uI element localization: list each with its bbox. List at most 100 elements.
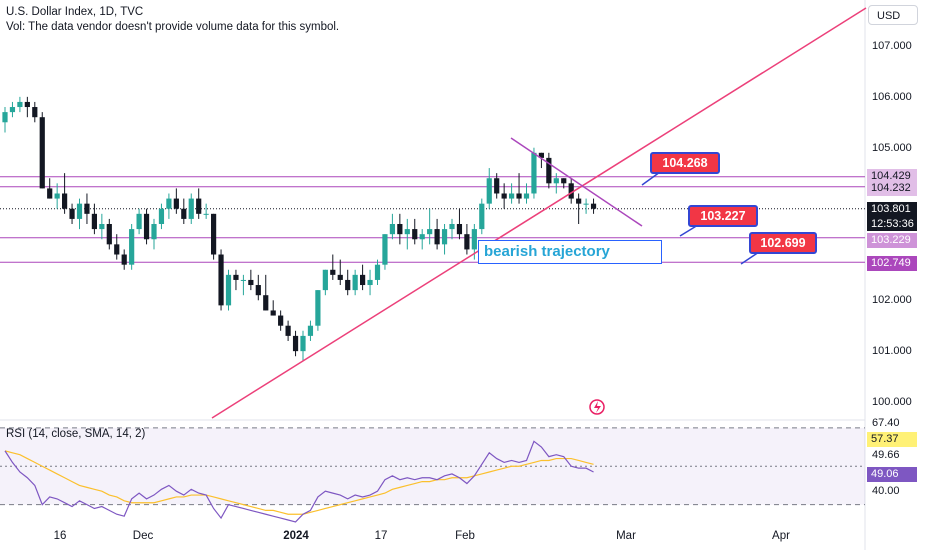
symbol-title: U.S. Dollar Index, 1D, TVC: [6, 6, 144, 18]
level-callout[interactable]: 102.699: [749, 232, 817, 254]
candle-body: [315, 290, 321, 326]
candle-body: [590, 203, 597, 209]
candle-body: [486, 178, 492, 204]
candle-body: [166, 198, 172, 209]
time-tick: Apr: [772, 530, 790, 542]
lightning-icon: [589, 399, 605, 415]
time-tick: 17: [374, 530, 388, 542]
candle-body: [471, 229, 477, 250]
volume-note: Vol: The data vendor doesn't provide vol…: [6, 21, 340, 33]
price-tick: 100.000: [872, 396, 912, 408]
level-tag: 102.749: [867, 256, 917, 271]
candle-body: [99, 224, 105, 230]
candle-body: [516, 193, 522, 199]
candle-body: [76, 203, 83, 219]
level-tag: 104.232: [867, 181, 917, 196]
candle-body: [32, 107, 38, 118]
rsi-tick: 40.00: [872, 485, 900, 497]
candle-body: [278, 315, 284, 326]
candle-body: [538, 152, 544, 158]
candle-body: [114, 244, 120, 255]
candle-body: [434, 229, 440, 245]
rsi-title: RSI (14, close, SMA, 14, 2): [6, 428, 146, 440]
candle-body: [285, 325, 291, 336]
candle-body: [196, 198, 202, 214]
candle-body: [419, 234, 425, 240]
candle-body: [173, 198, 179, 209]
candle-body: [531, 152, 537, 194]
candle-body: [151, 224, 157, 240]
candle-body: [225, 274, 232, 306]
callout-pointer: [641, 171, 661, 186]
candle-body: [158, 208, 165, 224]
countdown-tag: 12:53:36: [867, 217, 917, 231]
candle-body: [54, 193, 60, 199]
level-callout[interactable]: 103.227: [688, 205, 758, 227]
candle-body: [583, 203, 589, 205]
time-tick: 2024: [283, 530, 309, 542]
candle-body: [456, 224, 463, 235]
candle-body: [382, 234, 388, 265]
level-tag: 103.229: [867, 233, 917, 248]
candle-body: [553, 178, 559, 184]
candle-body: [561, 178, 567, 184]
candle-body: [181, 208, 187, 219]
annotation-note[interactable]: bearish trajectory: [478, 240, 662, 264]
candle-body: [307, 325, 314, 336]
candle-body: [412, 229, 418, 240]
lightning-icon: [594, 401, 601, 413]
candle-body: [136, 213, 142, 230]
candle-body: [345, 279, 351, 291]
candle-body: [322, 269, 328, 291]
time-tick: 16: [53, 530, 67, 542]
candle-body: [211, 213, 217, 255]
candle-body: [546, 157, 552, 184]
candle-body: [509, 193, 515, 199]
rsi-tick: 67.40: [872, 417, 900, 429]
candle-body: [427, 229, 433, 235]
time-tick: Feb: [455, 530, 475, 542]
candle-body: [449, 224, 455, 230]
callout-pointer: [740, 251, 760, 265]
candle-body: [501, 193, 507, 199]
candle-body: [270, 310, 276, 316]
candle-body: [367, 279, 373, 286]
candle-body: [374, 264, 381, 280]
candle-body: [330, 269, 336, 275]
candle-body: [568, 183, 574, 199]
candle-body: [24, 101, 30, 108]
candle-body: [129, 229, 135, 265]
candle-body: [233, 274, 239, 280]
candle-body: [218, 254, 224, 306]
time-tick: Dec: [132, 530, 154, 542]
level-tag: 104.429: [867, 169, 917, 184]
candle-body: [47, 188, 53, 199]
candle-body: [441, 229, 448, 245]
price-tick: 106.000: [872, 91, 912, 103]
candle-body: [360, 274, 366, 286]
currency-button[interactable]: USD: [868, 5, 918, 25]
candle-body: [389, 224, 395, 235]
candle-body: [263, 295, 269, 311]
time-tick: Mar: [616, 530, 636, 542]
price-tick: 107.000: [872, 40, 912, 52]
candle-body: [240, 279, 246, 281]
candle-body: [143, 213, 150, 240]
candle-body: [248, 279, 254, 286]
candle-body: [39, 117, 45, 189]
candle-body: [576, 198, 582, 204]
rsi-tag: 49.06: [867, 467, 917, 482]
candle-body: [106, 224, 112, 245]
candle-body: [397, 224, 403, 235]
rsi-ma-line: [4, 450, 594, 515]
candle-body: [9, 107, 16, 113]
last-price-tag: 103.801: [867, 202, 917, 217]
price-tick: 102.000: [872, 294, 912, 306]
rsi-line: [4, 440, 594, 523]
candle-body: [494, 178, 500, 194]
candle-body: [84, 203, 90, 214]
level-callout[interactable]: 104.268: [650, 152, 720, 174]
candle-body: [292, 335, 299, 352]
candle-body: [479, 203, 485, 230]
